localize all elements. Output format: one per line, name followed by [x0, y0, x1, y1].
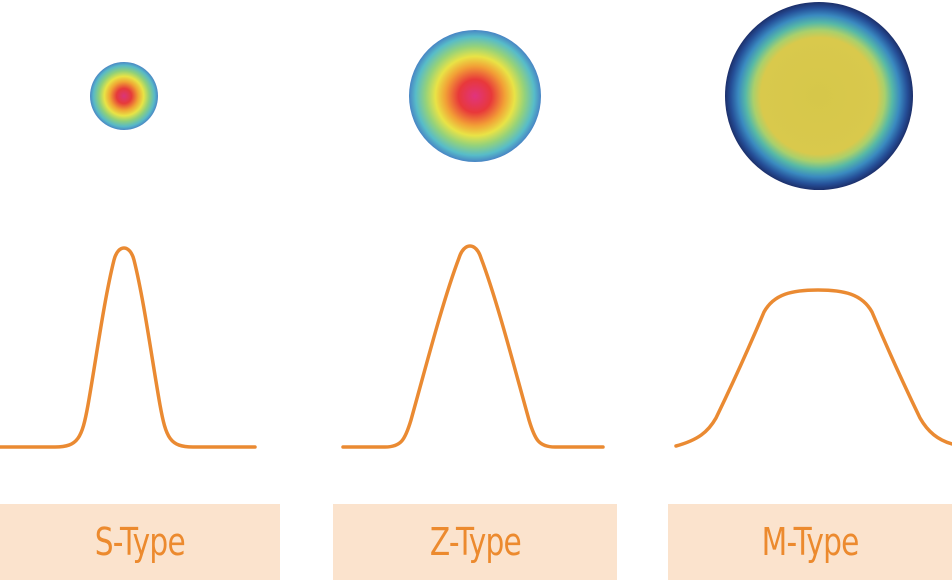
m-type-label-box: M-Type [668, 504, 952, 580]
m-type-intensity-profile [674, 288, 952, 448]
m-type-graphic [674, 2, 952, 448]
s-type-intensity-profile [0, 246, 257, 449]
m-type-beam-spot [725, 2, 913, 190]
s-type-label: S-Type [94, 520, 186, 564]
s-type-graphic [0, 62, 257, 449]
m-type-label: M-Type [761, 520, 860, 564]
z-type-label-box: Z-Type [333, 504, 617, 580]
beam-panel-z-type: Z-Type [333, 0, 617, 580]
beam-panel-s-type: S-Type [0, 0, 280, 580]
s-type-beam-spot [90, 62, 158, 130]
z-type-intensity-profile [341, 244, 605, 449]
z-type-graphic [341, 30, 605, 449]
beam-panel-m-type: M-Type [668, 0, 952, 580]
z-type-label: Z-Type [429, 520, 521, 564]
s-type-label-box: S-Type [0, 504, 280, 580]
z-type-beam-spot [409, 30, 541, 162]
